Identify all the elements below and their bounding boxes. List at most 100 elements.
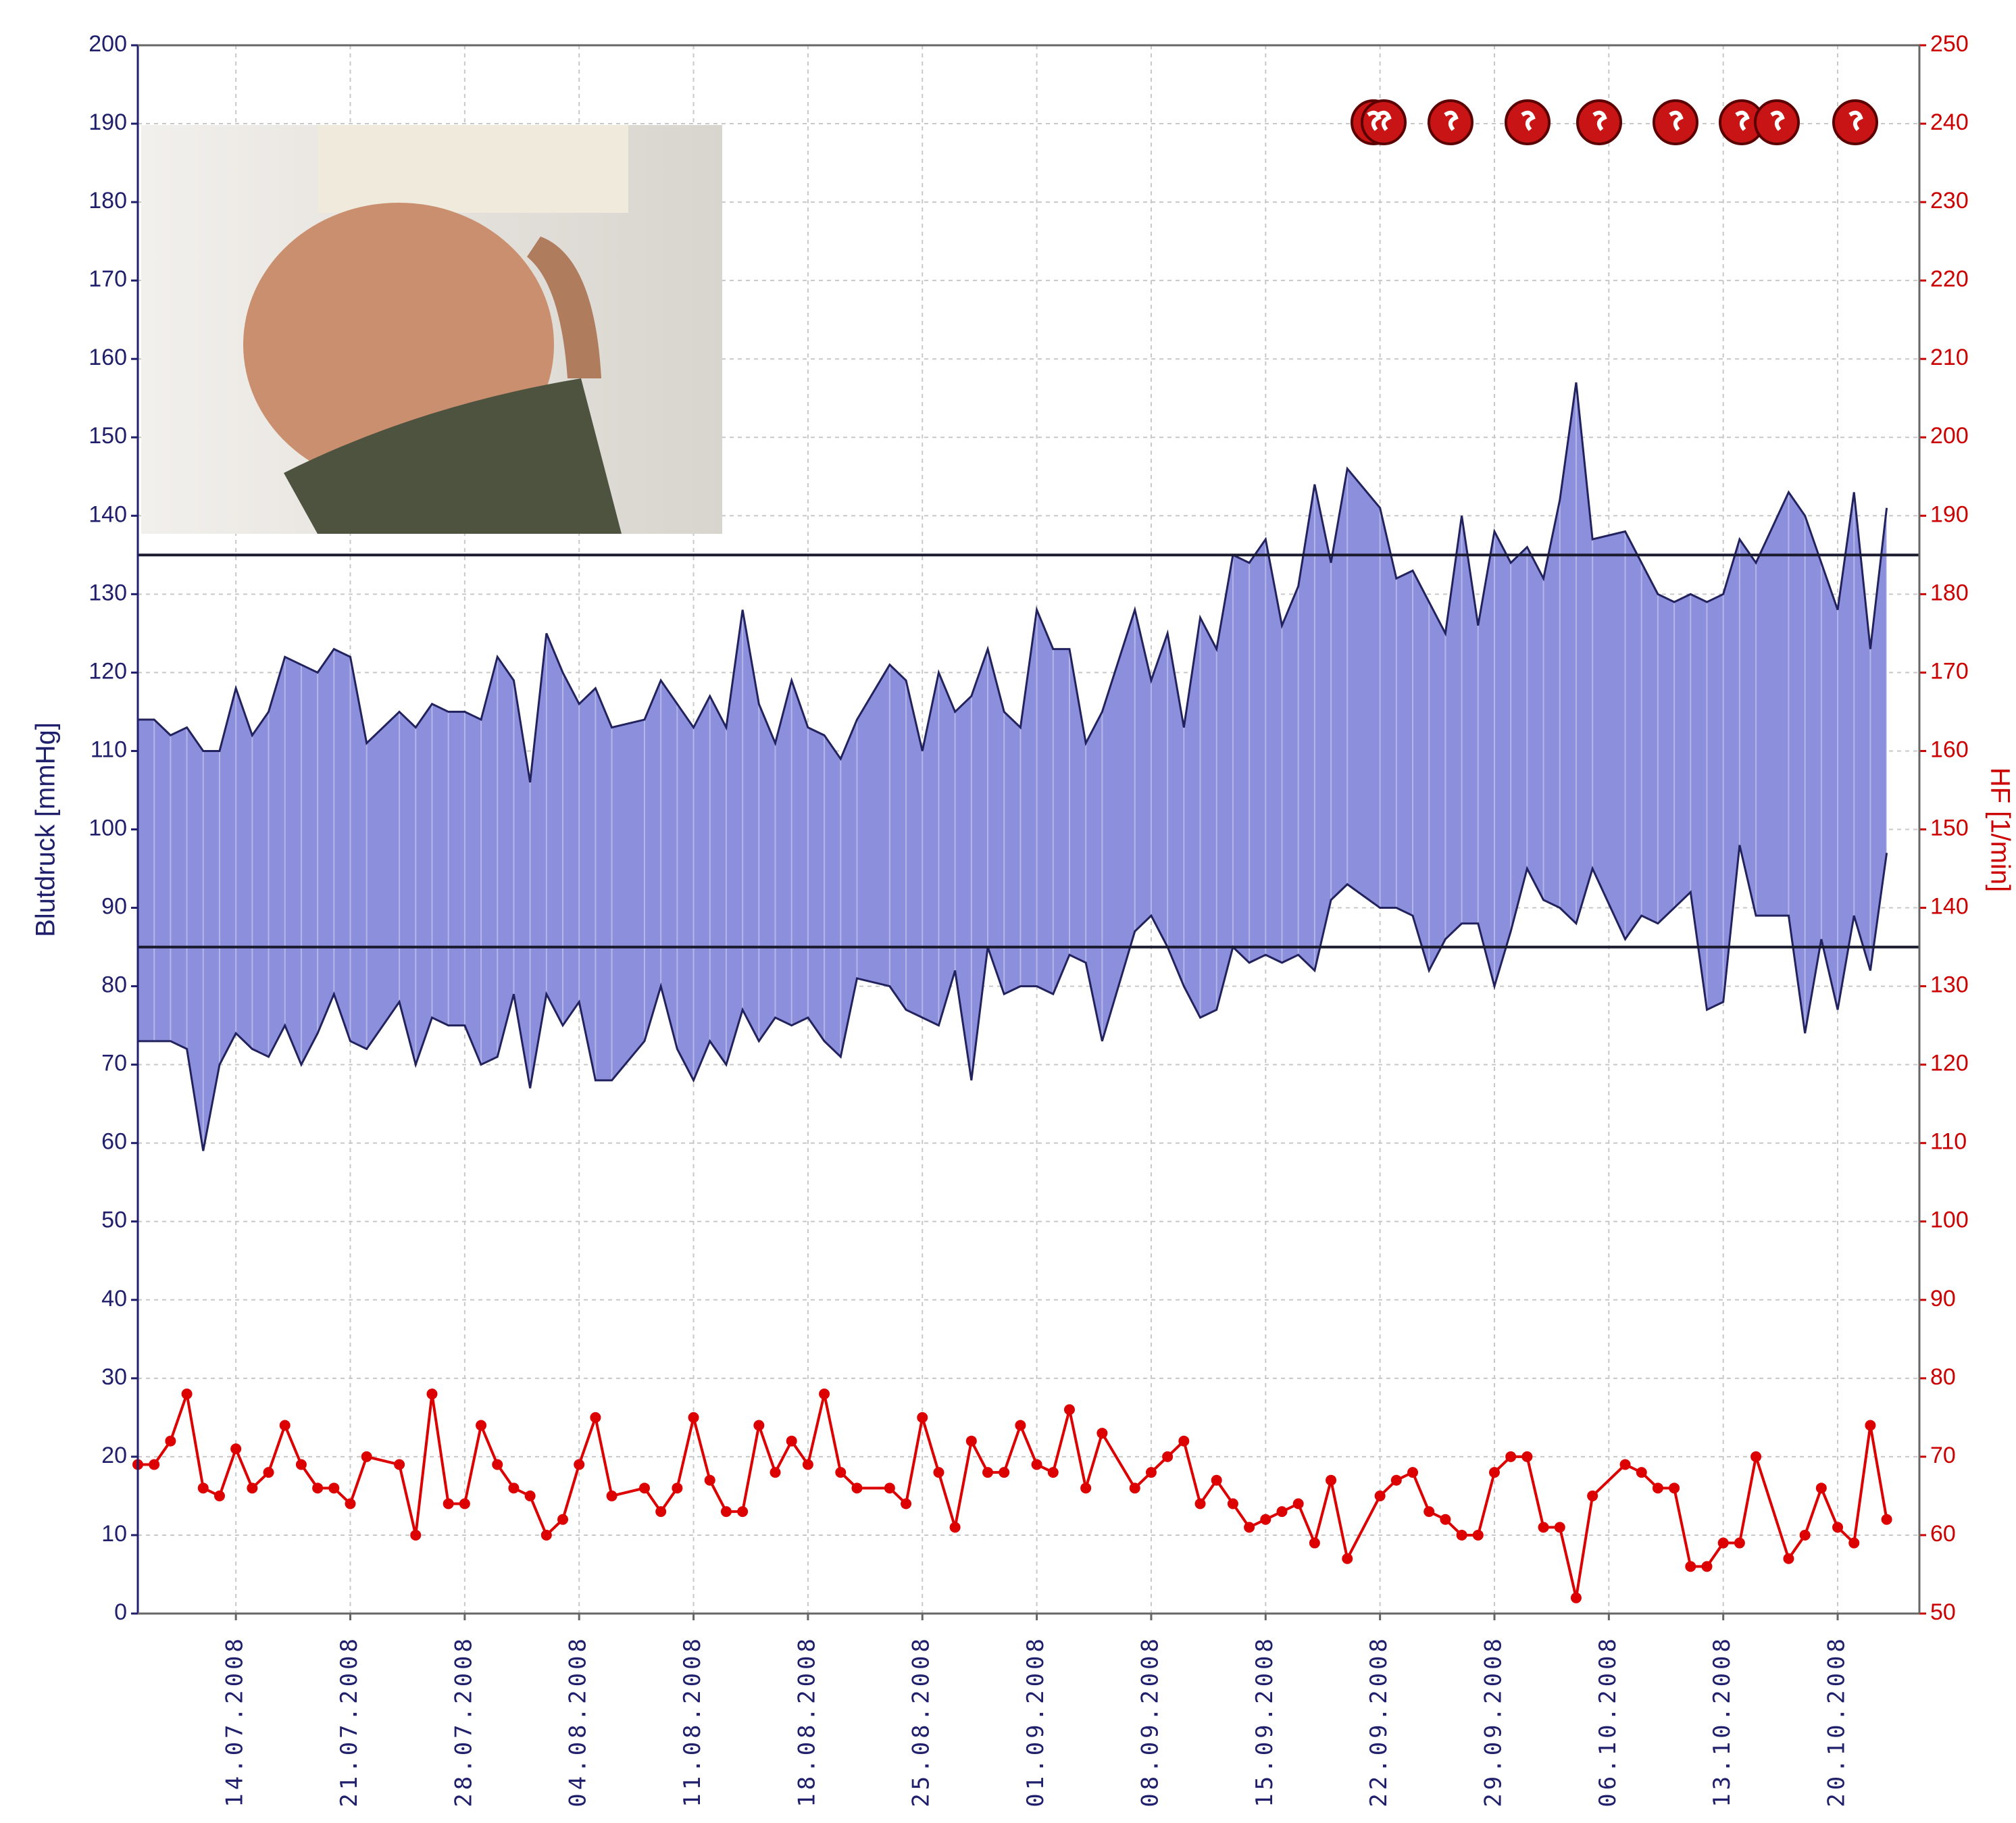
y-tick-label: 200	[89, 31, 127, 57]
heart-rate-point	[459, 1498, 470, 1509]
y2-tick-label: 60	[1930, 1521, 1956, 1547]
heart-rate-point	[606, 1490, 618, 1501]
x-tick-label: 01.09.2008	[1022, 1635, 1049, 1807]
heart-rate-point	[1080, 1482, 1092, 1494]
heart-rate-point	[1244, 1522, 1255, 1533]
heart-rate-point	[786, 1435, 797, 1447]
heart-rate-point	[1750, 1451, 1762, 1462]
y2-tick-label: 180	[1930, 580, 1969, 605]
heart-rate-point	[851, 1482, 863, 1494]
heart-rate-point	[1031, 1459, 1042, 1470]
heart-rate-point	[540, 1529, 552, 1541]
event-icons	[1351, 99, 1878, 145]
photo	[141, 125, 722, 534]
x-tick-label: 13.10.2008	[1709, 1635, 1736, 1807]
heart-rate-line	[138, 1389, 1888, 1599]
heart-rate-point	[1162, 1451, 1174, 1462]
heart-rate-point	[165, 1435, 176, 1447]
y-tick-label: 10	[101, 1521, 127, 1547]
x-tick-label: 20.10.2008	[1823, 1635, 1850, 1807]
heart-rate-point	[1636, 1467, 1647, 1478]
x-tick-label: 29.09.2008	[1480, 1635, 1507, 1807]
photo-hand	[527, 236, 601, 378]
y-tick-label: 110	[91, 736, 127, 762]
y2-axis-label: HF [1/min]	[1985, 768, 2015, 892]
y2-tick-label: 220	[1930, 266, 1969, 292]
y2-tick-label: 170	[1930, 658, 1969, 684]
heart-rate-point	[508, 1482, 520, 1494]
heart-rate-point	[1456, 1529, 1467, 1541]
y2-tick-label: 50	[1930, 1599, 1956, 1625]
y2-tick-label: 120	[1930, 1051, 1969, 1076]
heart-rate-point	[1652, 1482, 1663, 1494]
x-tick-label: 25.08.2008	[908, 1635, 935, 1807]
y-tick-label: 150	[89, 423, 127, 449]
heart-rate-point	[835, 1467, 847, 1478]
event-icon-mark	[1444, 110, 1459, 131]
heart-rate-point	[149, 1459, 160, 1470]
heart-rate-point	[1326, 1474, 1337, 1486]
y-tick-label: 130	[89, 580, 127, 605]
heart-rate-point	[1472, 1529, 1484, 1541]
y2-tick-label: 250	[1930, 31, 1969, 57]
heart-rate-point	[1440, 1514, 1451, 1525]
heart-rate-point	[1178, 1435, 1190, 1447]
y2-tick-label: 190	[1930, 501, 1969, 527]
heart-rate-point	[737, 1506, 749, 1518]
y2-tick-label: 140	[1930, 894, 1969, 920]
y-tick-label: 180	[89, 188, 127, 214]
heart-rate-point	[1881, 1514, 1892, 1525]
heart-rate-point	[1669, 1482, 1680, 1494]
heart-rate-point	[672, 1482, 683, 1494]
y2-tick-label: 210	[1930, 345, 1969, 370]
heart-rate-point	[197, 1482, 209, 1494]
y2-tick-label: 70	[1930, 1443, 1956, 1468]
heart-rate-point	[1390, 1474, 1402, 1486]
y2-tick-label: 230	[1930, 188, 1969, 214]
y-tick-label: 100	[89, 815, 127, 841]
heart-rate-point	[574, 1459, 585, 1470]
heart-rate-point	[1815, 1482, 1827, 1494]
heart-rate-point	[361, 1451, 372, 1462]
heart-rate-point	[933, 1467, 944, 1478]
event-icon-mark	[1367, 110, 1382, 131]
heart-rate-point	[443, 1498, 454, 1509]
heart-rate-point	[1211, 1474, 1222, 1486]
heart-rate-point	[1309, 1537, 1320, 1549]
y-tick-label: 160	[89, 345, 127, 370]
plot	[132, 382, 1919, 1603]
y-tick-label: 190	[89, 109, 127, 135]
heart-rate-point	[819, 1389, 830, 1400]
heart-rate-point	[181, 1389, 193, 1400]
x-tick-label: 18.08.2008	[793, 1635, 820, 1807]
heart-rate-point	[1374, 1490, 1386, 1501]
heart-rate-point	[884, 1482, 895, 1494]
heart-rate-point	[590, 1412, 601, 1423]
heart-rate-point	[1799, 1529, 1811, 1541]
heart-rate-point	[1848, 1537, 1860, 1549]
heart-rate-point	[704, 1474, 715, 1486]
heart-rate-point	[720, 1506, 732, 1518]
event-icon-mark	[1521, 110, 1536, 131]
x-tick-label: 08.09.2008	[1136, 1635, 1163, 1807]
heart-rate-point	[1701, 1561, 1713, 1572]
heart-rate-point	[1538, 1522, 1549, 1533]
heart-rate-point	[345, 1498, 356, 1509]
heart-rate-point	[1554, 1522, 1565, 1533]
heart-rate-point	[247, 1482, 258, 1494]
heart-rate-point	[802, 1459, 813, 1470]
heart-rate-point	[753, 1420, 765, 1431]
heart-rate-point	[1015, 1420, 1026, 1431]
heart-rate-point	[312, 1482, 324, 1494]
y-tick-label: 50	[101, 1207, 127, 1233]
band-fill	[138, 382, 1887, 1151]
heart-rate-point	[492, 1459, 503, 1470]
heart-rate-point	[557, 1514, 569, 1525]
y-tick-label: 30	[101, 1364, 127, 1390]
y-tick-label: 70	[101, 1051, 127, 1076]
y-tick-label: 60	[101, 1129, 127, 1155]
event-icon-mark	[1592, 110, 1607, 131]
x-tick-label: 28.07.2008	[450, 1635, 477, 1807]
